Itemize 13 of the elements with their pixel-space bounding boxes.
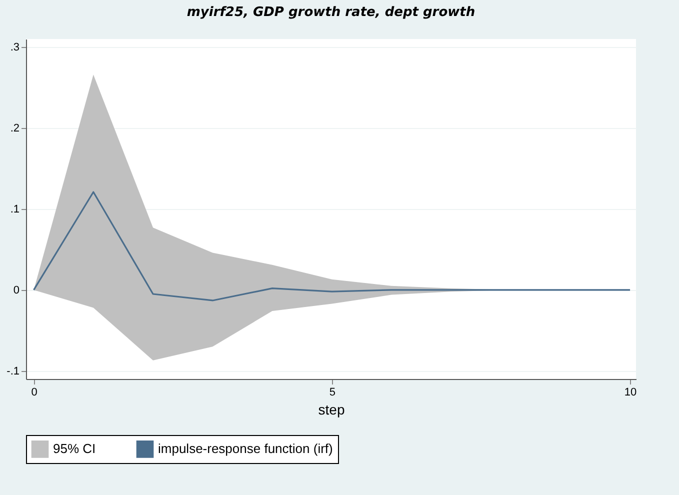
chart-title: myirf25, GDP growth rate, dept growth [186,5,476,20]
line-series [32,191,631,302]
x-axis-title: step [318,402,345,418]
text: 95% CI [53,441,96,456]
legend-label: impulse-response function (irf) [158,441,333,456]
x-tick-label: 5 [329,386,336,398]
y-tick-label: .1 [10,204,20,216]
y-tick-label: -.1 [6,365,20,378]
y-tick-label: 0 [13,284,20,296]
x-tick-label: 10 [624,386,637,398]
y-tick-label: .3 [10,42,20,54]
y-tick-label: .2 [10,122,20,135]
x-tick-label: 0 [31,386,38,398]
